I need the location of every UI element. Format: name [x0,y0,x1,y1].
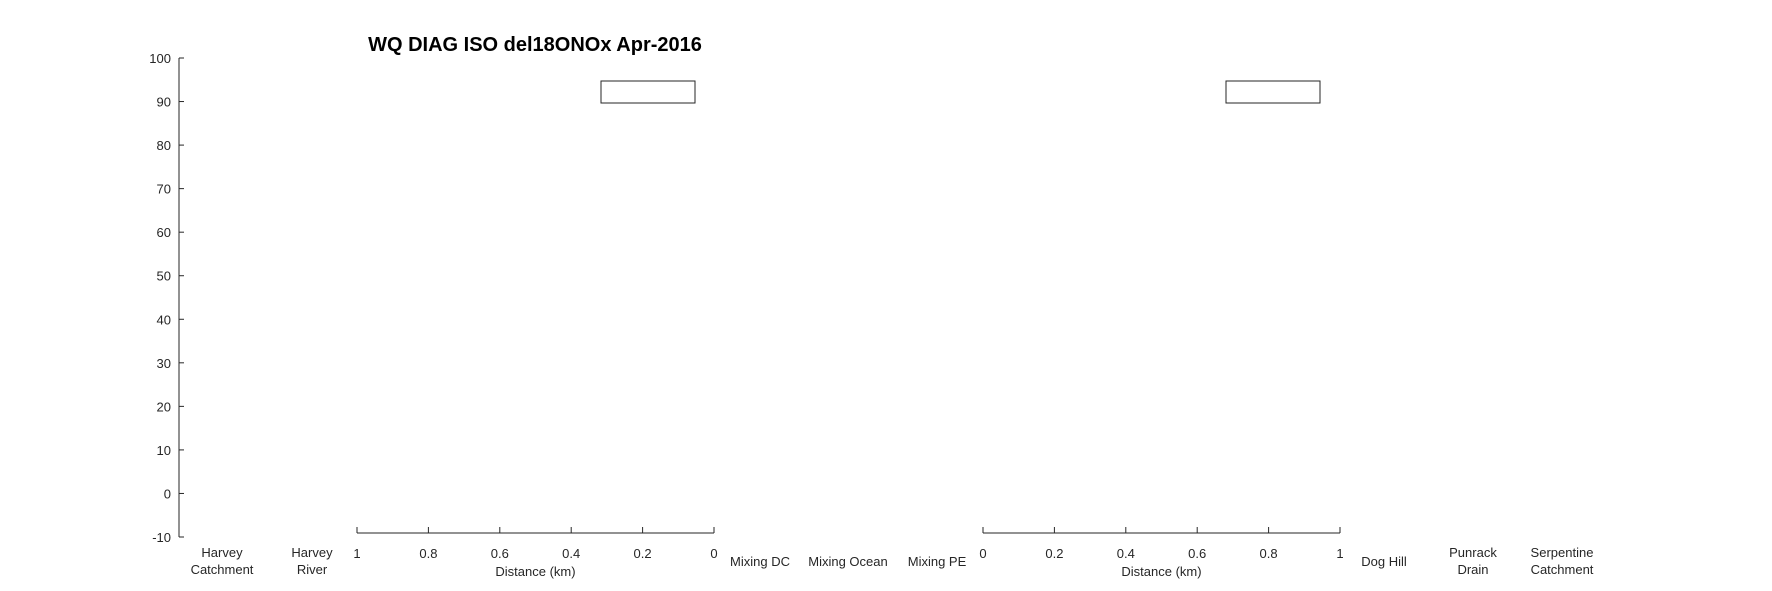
x-tick-label: 0 [979,546,986,561]
category-label: Catchment [191,562,254,577]
category-label: Catchment [1531,562,1594,577]
x-tick-label: 0.4 [1117,546,1135,561]
category-label: River [297,562,328,577]
category-label: Serpentine [1531,545,1594,560]
y-tick-label: 10 [157,443,171,458]
category-label: Mixing Ocean [808,554,887,569]
y-tick-label: 20 [157,399,171,414]
x-tick-label: 1 [1336,546,1343,561]
x-tick-label: 0.2 [1045,546,1063,561]
y-tick-label: 80 [157,138,171,153]
x-tick-label: 0.8 [1260,546,1278,561]
category-label: Harvey [201,545,243,560]
legend-box [1225,80,1321,104]
x-tick-label: 0 [710,546,717,561]
category-labels: Harvey Catchment Harvey River Mixing DC Mixin… [191,545,1594,577]
x-axis-label: Distance (km) [495,564,575,579]
y-tick-label: 40 [157,312,171,327]
y-tick-label: -10 [152,530,171,545]
chart-title: WQ DIAG ISO del18ONOx Apr-2016 [368,34,702,56]
x-axis-label: Distance (km) [1121,564,1201,579]
y-tick-label: 30 [157,356,171,371]
y-tick-label: 100 [149,51,171,66]
x-tick-label: 0.6 [491,546,509,561]
x-tick-label: 0.6 [1188,546,1206,561]
x-tick-label: 1 [353,546,360,561]
y-tick-label: 60 [157,225,171,240]
distance-axis: 0 0.2 0.4 0.6 0.8 1 Distance (km) [979,80,1344,579]
category-label: Mixing PE [908,554,967,569]
distance-axes: 1 0.8 0.6 0.4 0.2 0 Distance (km) 0 0.2 0.4 0.6 0.8… [353,80,1344,579]
y-tick-label: 90 [157,95,171,110]
category-label: Dog Hill [1361,554,1407,569]
y-tick-label: 0 [164,486,171,501]
y-tick-label: 70 [157,182,171,197]
legend-box [600,80,696,104]
x-tick-label: 0.4 [562,546,580,561]
category-label: Harvey [291,545,333,560]
x-tick-label: 0.2 [634,546,652,561]
category-label: Drain [1457,562,1488,577]
x-tick-label: 0.8 [419,546,437,561]
y-tick-label: 50 [157,269,171,284]
distance-axis: 1 0.8 0.6 0.4 0.2 0 Distance (km) [353,80,718,579]
category-label: Punrack [1449,545,1497,560]
category-label: Mixing DC [730,554,790,569]
